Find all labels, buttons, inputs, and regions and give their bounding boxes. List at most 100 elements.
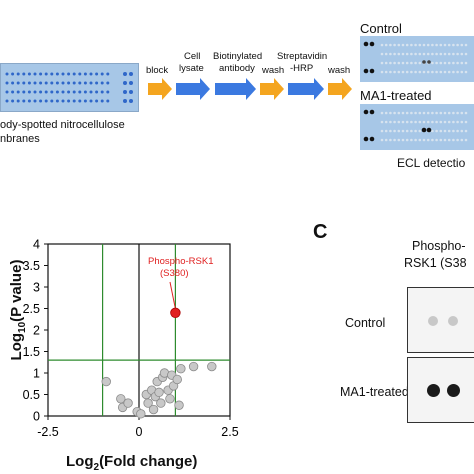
blot-hit-spot	[427, 60, 431, 64]
data-point	[172, 374, 182, 385]
highlight-label-line2: (S380)	[160, 268, 189, 279]
blot-spot	[435, 120, 438, 124]
membrane-spot	[83, 99, 87, 103]
membrane-spot	[106, 72, 110, 76]
blot-spot	[426, 52, 430, 56]
blot-spot	[452, 111, 455, 115]
membrane-spot	[78, 99, 82, 103]
blot-spot	[422, 70, 426, 74]
membrane-spot	[50, 72, 54, 76]
membrane-spot	[78, 90, 82, 94]
blot-spot	[389, 43, 392, 47]
membrane-spot	[22, 99, 26, 103]
blot-spot	[389, 70, 392, 74]
blot-spot	[410, 52, 413, 56]
membrane-spot	[95, 99, 99, 103]
blot-spot	[422, 138, 426, 142]
membrane-spot	[89, 72, 93, 76]
blot-spot	[456, 61, 459, 65]
blot-spot	[452, 43, 455, 47]
blot-spot	[439, 129, 443, 133]
blot-spot	[460, 120, 464, 124]
step-label-biotin-1: Biotinylated	[213, 51, 263, 62]
blot-reference-spot	[363, 41, 369, 47]
blot-spot	[405, 111, 409, 115]
blot-spot	[426, 70, 430, 74]
membrane-spot	[16, 81, 20, 85]
membrane-spot	[27, 81, 31, 85]
panel-c-label: C	[313, 221, 328, 243]
data-point	[148, 404, 159, 415]
step-label-block: block	[146, 65, 169, 76]
membrane-spot	[33, 81, 37, 85]
membrane-caption-line2: nbranes	[0, 133, 40, 145]
membrane-spot	[55, 90, 59, 94]
membrane-spot	[39, 90, 43, 94]
membrane-spot	[44, 90, 48, 94]
blot-spot	[418, 52, 422, 56]
volcano-axes: 00.511.522.533.54-2.5 0 2.5	[23, 238, 239, 440]
blot-spot	[380, 120, 384, 124]
blot-spot	[401, 61, 405, 65]
blot-spot	[460, 70, 464, 74]
blot-spot	[452, 120, 455, 124]
y-tick-label: 1.5	[23, 345, 40, 359]
y-tick-label: 1	[33, 367, 40, 381]
membrane-spot	[44, 81, 48, 85]
blot-spot	[460, 111, 464, 115]
blot-spot	[422, 111, 426, 115]
blot-spot	[384, 129, 388, 133]
blot-spot	[456, 120, 459, 124]
data-point	[143, 398, 153, 408]
blot-spot	[426, 138, 430, 142]
blot-spot	[447, 138, 451, 142]
panel-c-control-blot	[407, 287, 474, 353]
membrane-spot	[95, 90, 99, 94]
blot-spot	[447, 52, 451, 56]
membrane-spot	[123, 72, 127, 76]
membrane-spot	[33, 90, 37, 94]
membrane-spot	[83, 72, 87, 76]
x-tick-label: 2.5	[221, 425, 238, 439]
data-point	[188, 361, 199, 372]
blot-spot	[397, 61, 401, 65]
membrane-spot	[22, 90, 26, 94]
blot-spot	[380, 52, 384, 56]
blot-spot	[418, 120, 422, 124]
y-tick-label: 2	[33, 324, 40, 338]
blot-reference-spot	[363, 109, 369, 115]
blot-spot	[422, 120, 426, 124]
blot-spot	[456, 43, 459, 47]
blot-spot	[397, 129, 401, 133]
blot-spot	[410, 61, 413, 65]
blot-spot	[410, 70, 413, 74]
membrane-spot	[16, 90, 20, 94]
blot-control-membrane	[360, 36, 474, 82]
membrane-spot	[100, 90, 104, 94]
blot-spot	[460, 52, 464, 56]
blot-spot	[422, 52, 426, 56]
membrane-spot	[100, 99, 104, 103]
blot-hit-spot	[426, 127, 432, 133]
step-label-cell-2: lysate	[179, 63, 204, 74]
y-axis-title: Log10(P value)	[8, 259, 28, 361]
blot-spot	[460, 43, 464, 47]
treated-dot-1	[427, 384, 440, 397]
membrane-spot	[95, 72, 99, 76]
membrane-spot	[129, 90, 133, 94]
blot-spot	[405, 70, 409, 74]
blot-reference-spot	[363, 136, 369, 142]
blot-spot	[447, 129, 451, 133]
x-axis-title: Log2(Fold change)	[66, 453, 198, 473]
blot-spot	[426, 43, 430, 47]
blot-spot	[456, 52, 459, 56]
blot-spot	[418, 129, 422, 133]
blot-spot	[452, 61, 455, 65]
blot-spot	[435, 138, 438, 142]
blot-spot	[439, 70, 443, 74]
blot-spot	[426, 120, 430, 124]
blot-spot	[384, 43, 388, 47]
blot-control-dots	[363, 41, 468, 74]
membrane-spot	[89, 90, 93, 94]
blot-spot	[405, 52, 409, 56]
